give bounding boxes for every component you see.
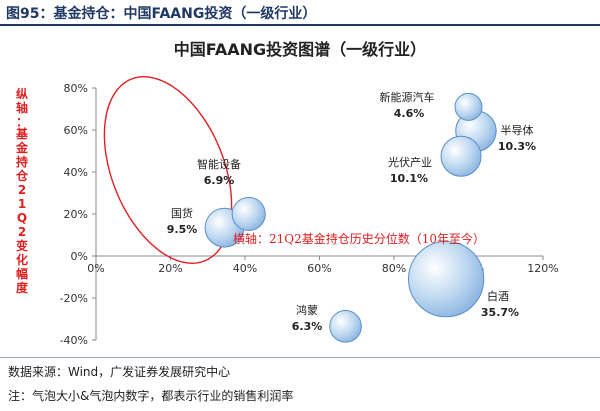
y-axis-title-char: 2 (18, 183, 26, 197)
bubble-白酒 (408, 240, 485, 318)
bubble-鸿蒙 (329, 310, 362, 343)
y-axis-title-char: 变 (16, 238, 28, 253)
y-axis-title-char: 幅 (16, 266, 28, 281)
bubble-光伏产业 (440, 135, 482, 177)
chart-title: 中国FAANG投资图谱（一级行业） (173, 40, 427, 59)
bubble-value-新能源汽车: 4.6% (394, 107, 425, 120)
bubble-智能设备 (231, 196, 266, 232)
y-axis-title-char: 持 (16, 154, 28, 169)
y-axis-title-char: 2 (18, 225, 26, 239)
y-tick-label: -40% (60, 334, 88, 347)
bubble-name-鸿蒙: 鸿蒙 (296, 303, 318, 317)
y-axis-title-char: 轴 (16, 100, 28, 115)
y-tick-label: 20% (64, 208, 88, 221)
x-tick-label: 80% (382, 262, 406, 275)
highlight-ellipse (103, 76, 233, 264)
bubble-name-光伏产业: 光伏产业 (388, 155, 432, 169)
bubble-value-半导体: 10.3% (498, 140, 536, 153)
x-axis-title: 横轴：21Q2基金持仓历史分位数（10年至今） (233, 231, 485, 246)
bubble-name-半导体: 半导体 (501, 123, 534, 137)
footnote: 注：气泡大小&气泡内数字，都表示行业的销售利润率 (8, 389, 294, 403)
y-axis-title-char: 基 (15, 126, 29, 141)
bubble-value-智能设备: 6.9% (204, 174, 235, 187)
y-axis-title-char: Q (17, 211, 27, 225)
bubble-name-智能设备: 智能设备 (197, 157, 241, 171)
y-axis-title-char: 化 (16, 252, 28, 267)
y-tick-label: -20% (60, 292, 88, 305)
y-axis-title-char: 仓 (15, 168, 29, 183)
bubble-value-白酒: 35.7% (481, 306, 519, 319)
y-tick-label: 60% (64, 124, 88, 137)
bubble-name-白酒: 白酒 (487, 289, 509, 303)
y-tick-label: 40% (64, 166, 88, 179)
x-tick-label: 60% (307, 262, 331, 275)
y-axis-title-char: 金 (15, 140, 29, 155)
figure-header: 图95：基金持仓：中国FAANG投资（一级行业） (0, 0, 600, 26)
bubble-name-国货: 国货 (171, 206, 193, 220)
bubble-value-光伏产业: 10.1% (390, 172, 428, 185)
source-note: 数据来源：Wind，广发证券发展研究中心 (8, 365, 231, 379)
y-axis-title-char: 度 (16, 280, 29, 295)
x-tick-label: 20% (158, 262, 182, 275)
footer-divider (0, 357, 600, 358)
y-tick-label: 0% (71, 250, 88, 263)
bubble-name-新能源汽车: 新能源汽车 (380, 90, 435, 104)
x-tick-label: 120% (527, 262, 558, 275)
figure-title: 图95：基金持仓：中国FAANG投资（一级行业） (6, 6, 317, 22)
x-tick-label: 40% (233, 262, 257, 275)
bubble-新能源汽车 (454, 92, 483, 121)
header-divider (0, 24, 600, 26)
y-tick-label: 80% (64, 82, 88, 95)
x-tick-label: 0% (87, 262, 104, 275)
bubble-value-鸿蒙: 6.3% (292, 320, 323, 333)
bubble-value-国货: 9.5% (167, 223, 198, 236)
y-axis-title-char: ： (16, 115, 28, 129)
y-axis-title-char: 纵 (16, 86, 28, 101)
y-axis-title-char: 1 (18, 197, 26, 211)
